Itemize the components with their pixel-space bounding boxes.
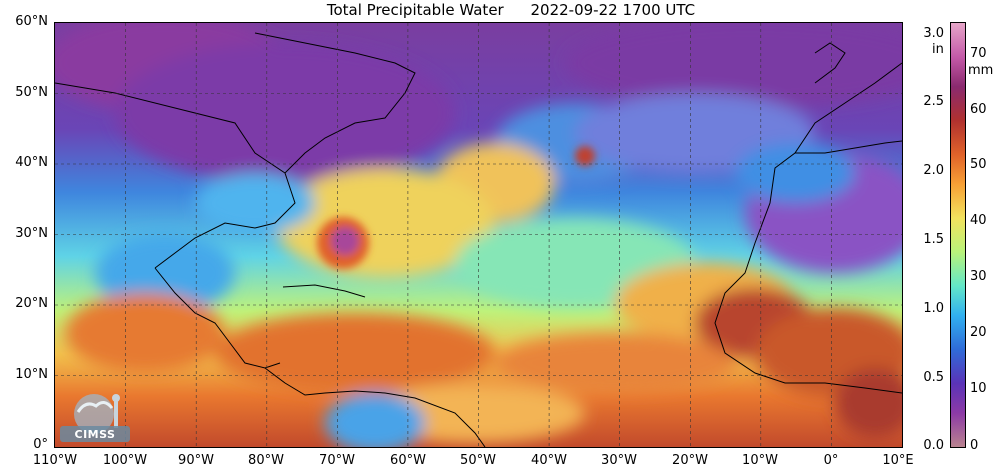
lat-label-40n: 40°N	[15, 155, 48, 170]
colorbar-in-tick: 1.5	[923, 232, 944, 247]
colorbar-unit-in: in	[932, 42, 944, 57]
hurricane-feature	[317, 146, 595, 269]
lon-label-0: 0°	[823, 453, 839, 468]
colorbar-mm-tick: 20	[970, 325, 987, 340]
lat-label-20n: 20°N	[15, 296, 48, 311]
lat-label-30n: 30°N	[15, 226, 48, 241]
lat-label-10n: 10°N	[15, 367, 48, 382]
tpw-map-svg	[55, 23, 902, 447]
colorbar-in-tick: 2.0	[923, 163, 944, 178]
colorbar-mm-tick: 70	[970, 46, 987, 61]
map-title: Total Precipitable Water 2022-09-22 1700…	[0, 0, 1000, 20]
title-timestamp: 2022-09-22 1700 UTC	[530, 1, 696, 19]
lon-label-40w: 40°W	[531, 453, 567, 468]
colorbar-in-tick: 0.0	[923, 438, 944, 453]
colorbar-in-tick: 3.0	[923, 26, 944, 41]
lon-label-50w: 50°W	[460, 453, 496, 468]
title-product: Total Precipitable Water	[326, 1, 504, 19]
lat-label-60n: 60°N	[15, 14, 48, 29]
lat-label-50n: 50°N	[15, 85, 48, 100]
colorbar-in-tick: 1.0	[923, 301, 944, 316]
colorbar-mm-tick: 10	[970, 381, 987, 396]
colorbar-mm-tick: 0	[970, 438, 979, 453]
lon-label-10e: 10°E	[882, 453, 914, 468]
colorbar-in-tick: 2.5	[923, 94, 944, 109]
coastlines	[55, 32, 902, 447]
lon-label-20w: 20°W	[672, 453, 708, 468]
colorbar-mm-tick: 30	[970, 269, 987, 284]
lon-label-10w: 10°W	[742, 453, 778, 468]
lon-label-60w: 60°W	[390, 453, 426, 468]
graticule	[55, 23, 902, 447]
cimss-logo-text: CIMSS	[74, 428, 116, 441]
lon-label-90w: 90°W	[178, 453, 214, 468]
colorbar-unit-mm: mm	[968, 63, 994, 78]
tpw-map-panel	[54, 22, 903, 448]
cimss-logo	[60, 394, 130, 442]
lon-label-100w: 100°W	[102, 453, 148, 468]
lon-label-80w: 80°W	[248, 453, 284, 468]
lat-label-0: 0°	[33, 437, 48, 452]
colorbar	[950, 22, 966, 448]
colorbar-mm-tick: 50	[970, 157, 987, 172]
colorbar-mm-tick: 40	[970, 213, 987, 228]
colorbar-in-tick: 0.5	[923, 370, 944, 385]
lon-label-30w: 30°W	[601, 453, 637, 468]
lon-label-70w: 70°W	[319, 453, 355, 468]
colorbar-mm-tick: 60	[970, 102, 987, 117]
lon-label-110w: 110°W	[32, 453, 78, 468]
